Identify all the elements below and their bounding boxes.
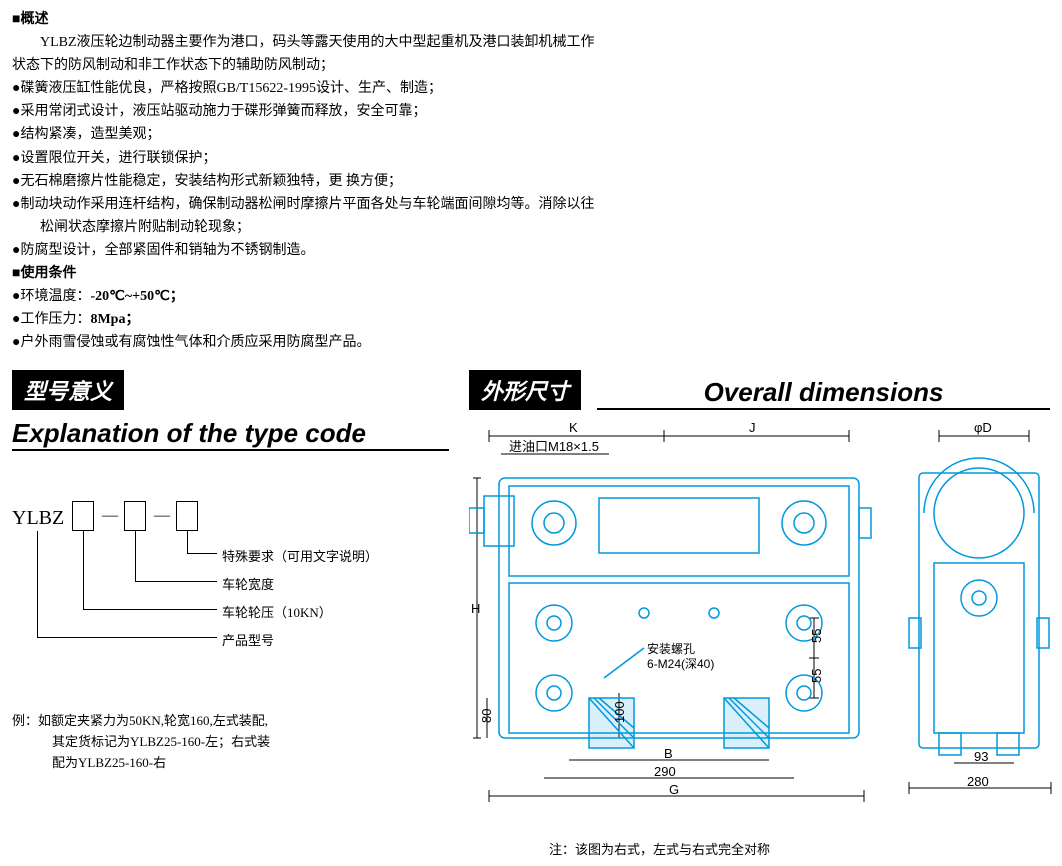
type-label-1: 特殊要求（可用文字说明） bbox=[222, 546, 378, 565]
dim-290: 290 bbox=[654, 764, 676, 779]
bullet-2: ●采用常闭式设计，液压站驱动施力于碟形弹簧而释放，安全可靠； bbox=[12, 100, 1050, 123]
dim-55a: 55 bbox=[809, 629, 824, 643]
condition-2: ●工作压力：8Mpa； bbox=[12, 308, 1050, 331]
dimensions-title-cn: 外形尺寸 bbox=[469, 370, 581, 410]
dimensions-section: 外形尺寸 Overall dimensions bbox=[469, 370, 1050, 858]
type-code-title-en: Explanation of the type code bbox=[12, 418, 449, 451]
example-line-2: 其定货标记为YLBZ25-160-左；右式装 bbox=[12, 732, 449, 753]
type-code-section: 型号意义 Explanation of the type code YLBZ —… bbox=[12, 370, 449, 858]
type-box-2 bbox=[124, 501, 146, 531]
type-label-2: 车轮宽度 bbox=[222, 574, 274, 593]
label-holes-1: 安装螺孔 bbox=[647, 641, 695, 656]
type-box-3 bbox=[176, 501, 198, 531]
overview-line-1: YLBZ液压轮边制动器主要作为港口，码头等露天使用的大中型起重机及港口装卸机械工… bbox=[12, 31, 1050, 54]
dim-B: B bbox=[664, 746, 673, 761]
bullet-3: ●结构紧凑，造型美观； bbox=[12, 123, 1050, 146]
type-label-3: 车轮轮压（10KN） bbox=[222, 602, 332, 621]
bullet-6: ●制动块动作采用连杆结构，确保制动器松闸时摩擦片平面各处与车轮端面间隙均等。消除… bbox=[12, 193, 1050, 216]
type-code-title-cn: 型号意义 bbox=[12, 370, 124, 410]
dim-H: H bbox=[471, 601, 480, 616]
dim-80: 80 bbox=[479, 709, 494, 723]
dim-93: 93 bbox=[974, 749, 988, 764]
label-holes-2: 6-M24(深40) bbox=[647, 657, 714, 671]
dim-280: 280 bbox=[967, 774, 989, 789]
technical-drawing: K J φD 进油口M18×1.5 H 安装螺孔 6-M24(深40) 55 5… bbox=[469, 418, 1050, 858]
type-dash-1: — bbox=[102, 507, 118, 525]
type-box-1 bbox=[72, 501, 94, 531]
type-prefix: YLBZ bbox=[12, 507, 64, 530]
bullet-7: ●防腐型设计，全部紧固件和销轴为不锈钢制造。 bbox=[12, 239, 1050, 262]
dimensions-title-en: Overall dimensions bbox=[597, 377, 1050, 410]
type-dash-2: — bbox=[154, 507, 170, 525]
dim-100: 100 bbox=[612, 702, 627, 724]
condition-3: ●户外雨雪侵蚀或有腐蚀性气体和介质应采用防腐型产品。 bbox=[12, 331, 1050, 354]
dim-J: J bbox=[749, 420, 756, 435]
conditions-heading: ■使用条件 bbox=[12, 262, 1050, 285]
overview-line-2: 状态下的防风制动和非工作状态下的辅助防风制动； bbox=[12, 54, 1050, 77]
type-code-diagram: YLBZ — — 特殊要求（可用文字说明） 车轮宽度 车轮轮压（10KN） 产品… bbox=[12, 491, 449, 661]
bullet-5: ●无石棉磨擦片性能稳定，安装结构形式新颖独特，更 换方便； bbox=[12, 170, 1050, 193]
example-text: 例：如额定夹紧力为50KN,轮宽160,左式装配, 其定货标记为YLBZ25-1… bbox=[12, 711, 449, 773]
drawing-note: 注：该图为右式，左式与右式完全对称 bbox=[549, 839, 770, 858]
example-line-1: 例：如额定夹紧力为50KN,轮宽160,左式装配, bbox=[12, 711, 449, 732]
condition-1: ●环境温度：-20℃~+50℃； bbox=[12, 285, 1050, 308]
dim-K: K bbox=[569, 420, 578, 435]
dim-phiD: φD bbox=[974, 420, 992, 435]
bullet-1: ●碟簧液压缸性能优良，严格按照GB/T15622-1995设计、生产、制造； bbox=[12, 77, 1050, 100]
bullet-6b: 松闸状态摩擦片附贴制动轮现象； bbox=[12, 216, 1050, 239]
dim-G: G bbox=[669, 782, 679, 797]
label-oil: 进油口M18×1.5 bbox=[509, 439, 599, 454]
overview-section: ■概述 YLBZ液压轮边制动器主要作为港口，码头等露天使用的大中型起重机及港口装… bbox=[12, 8, 1050, 354]
overview-heading: ■概述 bbox=[12, 8, 1050, 31]
type-label-4: 产品型号 bbox=[222, 630, 274, 649]
example-line-3: 配为YLBZ25-160-右 bbox=[12, 753, 449, 774]
dim-55b: 55 bbox=[809, 669, 824, 683]
bullet-4: ●设置限位开关，进行联锁保护； bbox=[12, 147, 1050, 170]
